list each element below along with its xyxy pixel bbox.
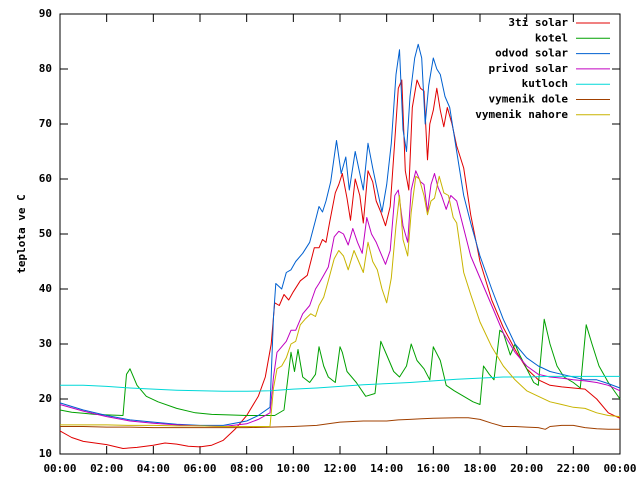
legend-label: vymenik dole bbox=[489, 93, 569, 106]
legend-label: 3ti solar bbox=[508, 16, 568, 29]
series-line-vymenik-nahore bbox=[60, 175, 621, 427]
series-line-3ti-solar bbox=[59, 79, 621, 449]
x-tick-label: 08:00 bbox=[230, 462, 263, 475]
legend-label: privod solar bbox=[489, 62, 569, 75]
x-tick-label: 18:00 bbox=[463, 462, 496, 475]
series-lines bbox=[59, 43, 621, 449]
y-tick-label: 10 bbox=[39, 447, 52, 460]
x-tick-label: 10:00 bbox=[277, 462, 310, 475]
x-tick-label: 00:00 bbox=[43, 462, 76, 475]
axis-tick-labels: 10 20 30 40 50 60 70 80 90 00:00 02:00 04:00 06:00 08… bbox=[39, 7, 637, 475]
legend: 3ti solar kotel odvod solar privod solar kut… bbox=[475, 16, 610, 121]
y-axis-label: teplota ve C bbox=[15, 194, 28, 273]
x-tick-label: 14:00 bbox=[370, 462, 403, 475]
y-tick-label: 30 bbox=[39, 337, 52, 350]
y-tick-label: 40 bbox=[39, 282, 52, 295]
series-line-kutloch bbox=[60, 375, 620, 392]
x-tick-label: 22:00 bbox=[557, 462, 590, 475]
legend-label: kutloch bbox=[522, 77, 568, 90]
axis-ticks bbox=[59, 13, 621, 455]
legend-label: vymenik nahore bbox=[475, 108, 568, 121]
legend-label: odvod solar bbox=[495, 47, 568, 60]
y-tick-label: 90 bbox=[39, 7, 52, 20]
series-line-privod-solar bbox=[59, 170, 621, 427]
y-tick-label: 60 bbox=[39, 172, 52, 185]
x-tick-label: 20:00 bbox=[510, 462, 543, 475]
y-tick-label: 80 bbox=[39, 62, 52, 75]
y-tick-label: 70 bbox=[39, 117, 52, 130]
x-tick-label: 04:00 bbox=[137, 462, 170, 475]
x-tick-label: 00:00 bbox=[603, 462, 636, 475]
series-line-vymenik-dole bbox=[60, 417, 620, 430]
x-tick-label: 12:00 bbox=[323, 462, 356, 475]
x-tick-label: 16:00 bbox=[417, 462, 450, 475]
y-tick-label: 50 bbox=[39, 227, 52, 240]
x-tick-label: 06:00 bbox=[183, 462, 216, 475]
legend-label: kotel bbox=[535, 31, 568, 44]
series-line-kotel bbox=[59, 318, 621, 416]
x-tick-label: 02:00 bbox=[90, 462, 123, 475]
series-line-odvod-solar bbox=[59, 43, 621, 426]
y-tick-label: 20 bbox=[39, 392, 52, 405]
